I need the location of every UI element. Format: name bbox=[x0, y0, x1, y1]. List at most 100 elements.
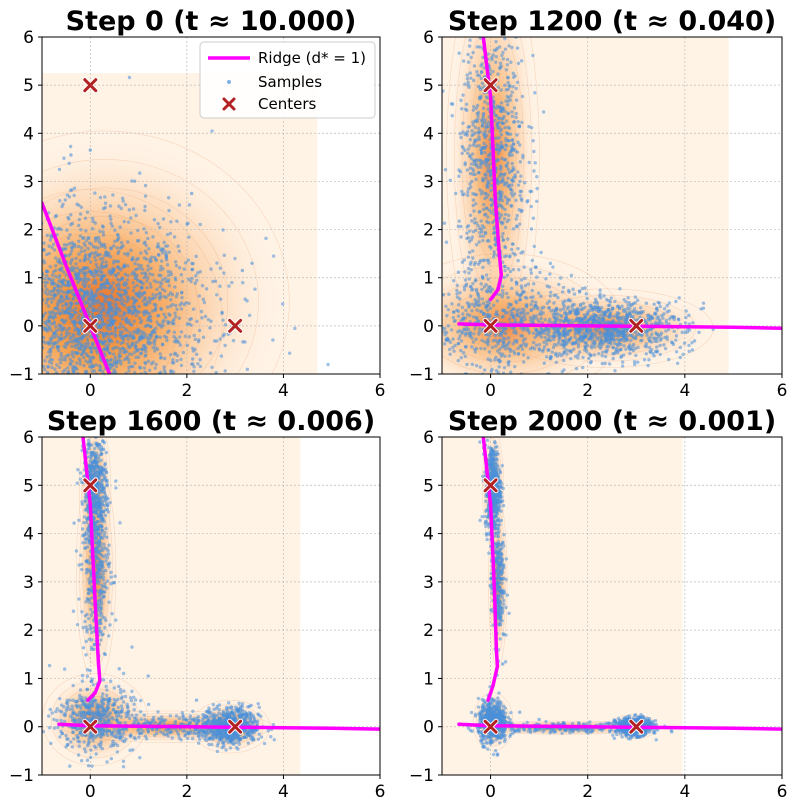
sample-point bbox=[478, 309, 483, 314]
sample-point bbox=[191, 261, 195, 266]
sample-point bbox=[455, 308, 459, 313]
sample-point bbox=[506, 161, 510, 165]
sample-point bbox=[47, 310, 51, 314]
sample-point bbox=[622, 298, 626, 302]
sample-point bbox=[69, 312, 73, 317]
sample-point bbox=[71, 297, 75, 302]
sample-point bbox=[16, 308, 19, 311]
sample-point bbox=[511, 227, 516, 231]
sample-point bbox=[58, 357, 62, 362]
sample-point bbox=[200, 283, 205, 288]
sample-point bbox=[511, 176, 516, 180]
sample-point bbox=[114, 377, 117, 380]
sample-point bbox=[122, 350, 126, 354]
sample-point bbox=[571, 308, 575, 312]
sample-point bbox=[456, 0, 459, 1]
sample-point bbox=[531, 282, 536, 286]
sample-point bbox=[505, 63, 510, 67]
sample-point bbox=[465, 73, 469, 77]
sample-point bbox=[130, 401, 133, 404]
sample-point bbox=[101, 233, 106, 237]
sample-point bbox=[5, 270, 8, 273]
sample-point bbox=[48, 238, 53, 242]
sample-point bbox=[117, 347, 122, 351]
sample-point bbox=[17, 311, 20, 314]
sample-point bbox=[509, 247, 514, 252]
sample-point bbox=[619, 317, 624, 321]
sample-point bbox=[115, 265, 120, 269]
sample-point bbox=[593, 297, 598, 302]
sample-point bbox=[42, 335, 46, 340]
sample-point bbox=[472, 332, 476, 336]
sample-point bbox=[97, 368, 102, 372]
x-tick-label: 6 bbox=[375, 381, 386, 401]
sample-point bbox=[122, 357, 127, 362]
sample-point bbox=[19, 316, 22, 319]
sample-point bbox=[158, 381, 161, 384]
sample-point bbox=[107, 313, 112, 317]
sample-point bbox=[233, 256, 237, 261]
sample-point bbox=[23, 360, 26, 363]
sample-point bbox=[106, 336, 111, 341]
sample-point bbox=[117, 204, 121, 208]
sample-point bbox=[631, 314, 635, 319]
sample-point bbox=[461, 312, 465, 316]
sample-point bbox=[116, 233, 120, 237]
sample-point bbox=[143, 360, 147, 365]
sample-point bbox=[593, 327, 597, 332]
sample-point bbox=[543, 318, 547, 322]
sample-point bbox=[71, 292, 75, 296]
sample-point bbox=[60, 204, 64, 209]
sample-point bbox=[597, 351, 601, 356]
sample-point bbox=[615, 337, 619, 342]
sample-point bbox=[59, 337, 63, 341]
sample-point bbox=[77, 313, 81, 318]
sample-point bbox=[143, 345, 148, 349]
sample-point bbox=[69, 213, 73, 217]
sample-point bbox=[561, 328, 566, 332]
sample-point bbox=[481, 265, 485, 270]
sample-point bbox=[480, 162, 484, 166]
sample-point bbox=[70, 359, 74, 364]
sample-point bbox=[510, 153, 514, 157]
sample-point bbox=[614, 350, 618, 354]
sample-point bbox=[36, 321, 39, 324]
sample-point bbox=[101, 274, 105, 279]
sample-point bbox=[52, 286, 57, 290]
sample-point bbox=[59, 285, 63, 289]
sample-point bbox=[411, 288, 414, 291]
sample-point bbox=[98, 252, 103, 257]
sample-point bbox=[32, 385, 35, 388]
sample-point bbox=[576, 353, 580, 357]
sample-point bbox=[89, 334, 93, 339]
sample-point bbox=[174, 315, 178, 319]
sample-point bbox=[45, 329, 49, 333]
sample-point bbox=[67, 195, 72, 199]
sample-point bbox=[136, 355, 141, 360]
sample-point bbox=[498, 198, 502, 203]
sample-point bbox=[650, 332, 654, 336]
sample-point bbox=[90, 299, 94, 303]
sample-point bbox=[109, 321, 113, 325]
sample-point bbox=[23, 264, 26, 267]
sample-point bbox=[444, 304, 448, 308]
sample-point bbox=[498, 105, 503, 110]
sample-point bbox=[629, 303, 633, 308]
sample-point bbox=[502, 389, 505, 392]
sample-point bbox=[619, 347, 623, 352]
sample-point bbox=[101, 439, 105, 443]
sample-point bbox=[516, 140, 520, 144]
sample-point bbox=[32, 215, 35, 218]
sample-point bbox=[519, 310, 524, 315]
sample-point bbox=[464, 102, 469, 106]
sample-point bbox=[486, 277, 490, 281]
sample-point bbox=[159, 355, 163, 360]
sample-point bbox=[36, 306, 39, 309]
sample-point bbox=[513, 74, 517, 78]
sample-point bbox=[121, 293, 125, 297]
sample-point bbox=[105, 281, 110, 285]
sample-point bbox=[561, 358, 566, 363]
sample-point bbox=[153, 308, 158, 312]
sample-point bbox=[629, 333, 633, 338]
sample-point bbox=[592, 353, 597, 357]
